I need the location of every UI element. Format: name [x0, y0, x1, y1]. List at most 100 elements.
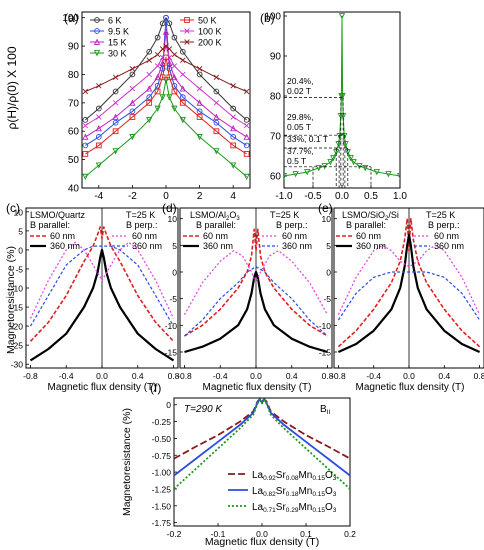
d-xtick-label: 0.8 — [322, 371, 334, 381]
a-series-6-point — [243, 88, 250, 95]
e-series-3-line — [337, 271, 481, 321]
a-series-6-point — [154, 51, 161, 58]
b-series-0-point — [330, 155, 337, 162]
a-series-0-point — [82, 117, 89, 123]
a-series-3-point — [159, 94, 166, 101]
panel-d-legend-perp-60: 60 nm — [282, 231, 307, 241]
a-series-3-point — [171, 105, 178, 112]
a-ytick-label: 90 — [68, 42, 80, 53]
a-series-5-point — [243, 122, 250, 129]
annotation-20pct-field: 0.02 T — [287, 86, 311, 96]
a-series-1-point — [95, 134, 102, 140]
a-series-3-point — [179, 117, 186, 124]
b-series-0-point — [284, 173, 288, 180]
c-xtick-label: 0.8 — [168, 371, 180, 381]
c-ytick-label: -30 — [11, 360, 24, 370]
legend-a-label-1: 9.5 K — [108, 27, 129, 37]
d-ytick-label: 5 — [172, 241, 177, 251]
panel-d-legend-par-360: 360 nm — [203, 241, 233, 251]
a-series-3-point — [95, 162, 102, 169]
b-series-0-point — [396, 173, 400, 180]
e-xtick-label: 0.8 — [474, 371, 484, 381]
e-ytick-label: 0 — [326, 268, 331, 278]
a-series-4-point — [171, 88, 178, 95]
b-series-0-point — [339, 93, 346, 100]
a-series-4-point — [243, 151, 250, 157]
c-ytick-label: -25 — [11, 341, 24, 351]
panel-a: (a) ρ(H)/ρ(0) X 100 -4 -2 0 2 4 40 50 60 70 80 90 1… — [5, 11, 251, 202]
panel-e-perp-header: B perp.: — [428, 220, 460, 230]
a-series-4-point — [82, 151, 89, 157]
e-ytick-label: 10 — [322, 214, 332, 224]
f-xtick-label: -0.2 — [167, 529, 182, 539]
d-series-group — [183, 228, 329, 354]
panel-a-plot: -4 -2 0 2 4 40 50 60 70 80 90 100 — [62, 11, 251, 202]
panel-e-par-header: B parallel: — [346, 220, 386, 230]
c-ytick-label: 5 — [18, 226, 23, 236]
panel-f-plot: -0.2 -0.1 0.0 0.1 0.2 0 -0.25 -0.50 -0.75 -1.00 -1… — [152, 397, 356, 539]
e-series-2-line — [337, 244, 481, 315]
a-series-4-point — [196, 114, 203, 120]
a-series-1-point — [129, 108, 136, 115]
panel-d-legend-par-60: 60 nm — [203, 231, 228, 241]
a-series-5-point — [180, 71, 186, 78]
panel-e-legend-par-60: 60 nm — [356, 231, 381, 241]
a-series-5-point — [96, 114, 102, 120]
panel-c: (c) Magnetoresistance (%) Magnetic flux … — [5, 201, 180, 393]
panel-d-legend-perp-360: 360 nm — [282, 241, 312, 251]
a-series-2-point — [243, 133, 250, 140]
annotation-20pct: 20.4%, — [287, 76, 313, 86]
panel-e-sample: LSMO/SiO2/Si — [342, 210, 399, 222]
a-series-3-point — [154, 105, 161, 112]
b-series-0-point — [347, 155, 354, 162]
a-series-2-point — [82, 133, 89, 140]
a-series-0-point — [146, 48, 153, 55]
panel-e-legend-perp-60: 60 nm — [434, 231, 459, 241]
a-series-6-point — [96, 83, 102, 89]
c-series-group — [29, 226, 175, 362]
d-series-0-line — [184, 228, 328, 337]
f-ytick-label: -1.50 — [152, 501, 172, 511]
a-series-0-point — [166, 20, 173, 27]
a-series-3-point — [129, 134, 136, 141]
a-series-0-point — [196, 71, 203, 78]
a-series-5-point — [213, 100, 220, 106]
panel-d-perp-header: B perp.: — [276, 220, 308, 230]
d-xtick-label: 0.0 — [250, 371, 262, 381]
a-series-2-point — [129, 99, 136, 106]
panel-c-legend-par-360: 360 nm — [50, 241, 80, 251]
panel-e-legend-par-360: 360 nm — [356, 241, 386, 251]
a-series-4-point — [166, 74, 173, 81]
c-ytick-label: 0 — [18, 245, 23, 255]
a-series-1-point — [230, 134, 237, 140]
b-series-group — [284, 13, 400, 180]
e-xtick-label: 0.0 — [403, 371, 415, 381]
e-ytick-label: -10 — [319, 321, 332, 331]
a-series-4-line — [85, 56, 247, 155]
b-xtick-label: 0.0 — [335, 191, 349, 202]
b-series-0-point — [335, 141, 342, 148]
panel-c-perp-header: B perp.: — [126, 220, 158, 230]
panel-d-par-header: B parallel: — [196, 220, 236, 230]
e-ytick-label: 5 — [326, 241, 331, 251]
panel-b-label: (b) — [260, 11, 275, 25]
c-xtick-label: -0.4 — [59, 371, 74, 381]
legend-a-marker-2 — [93, 38, 101, 45]
a-series-6-point — [171, 51, 178, 58]
panel-e: (e) Magnetic flux density (T) -0.8 -0.4 0.… — [318, 201, 484, 393]
a-series-5-point — [129, 85, 136, 92]
panel-b-plot: -1.0 -0.5 0.0 0.5 1.0 60 70 80 90 100 — [264, 11, 407, 202]
a-series-5-point — [154, 63, 161, 69]
b-series-0-point — [341, 133, 348, 140]
a-series-3-point — [243, 173, 250, 181]
a-series-4-point — [179, 99, 186, 106]
legend-a-marker-1 — [94, 28, 100, 34]
d-series-3-line — [184, 266, 328, 337]
a-series-2-point — [166, 59, 173, 66]
a-series-0-point — [112, 88, 119, 95]
a-series-2-point — [159, 59, 166, 66]
f-ytick-label: -1.00 — [152, 468, 172, 478]
a-series-0-point — [171, 34, 178, 41]
